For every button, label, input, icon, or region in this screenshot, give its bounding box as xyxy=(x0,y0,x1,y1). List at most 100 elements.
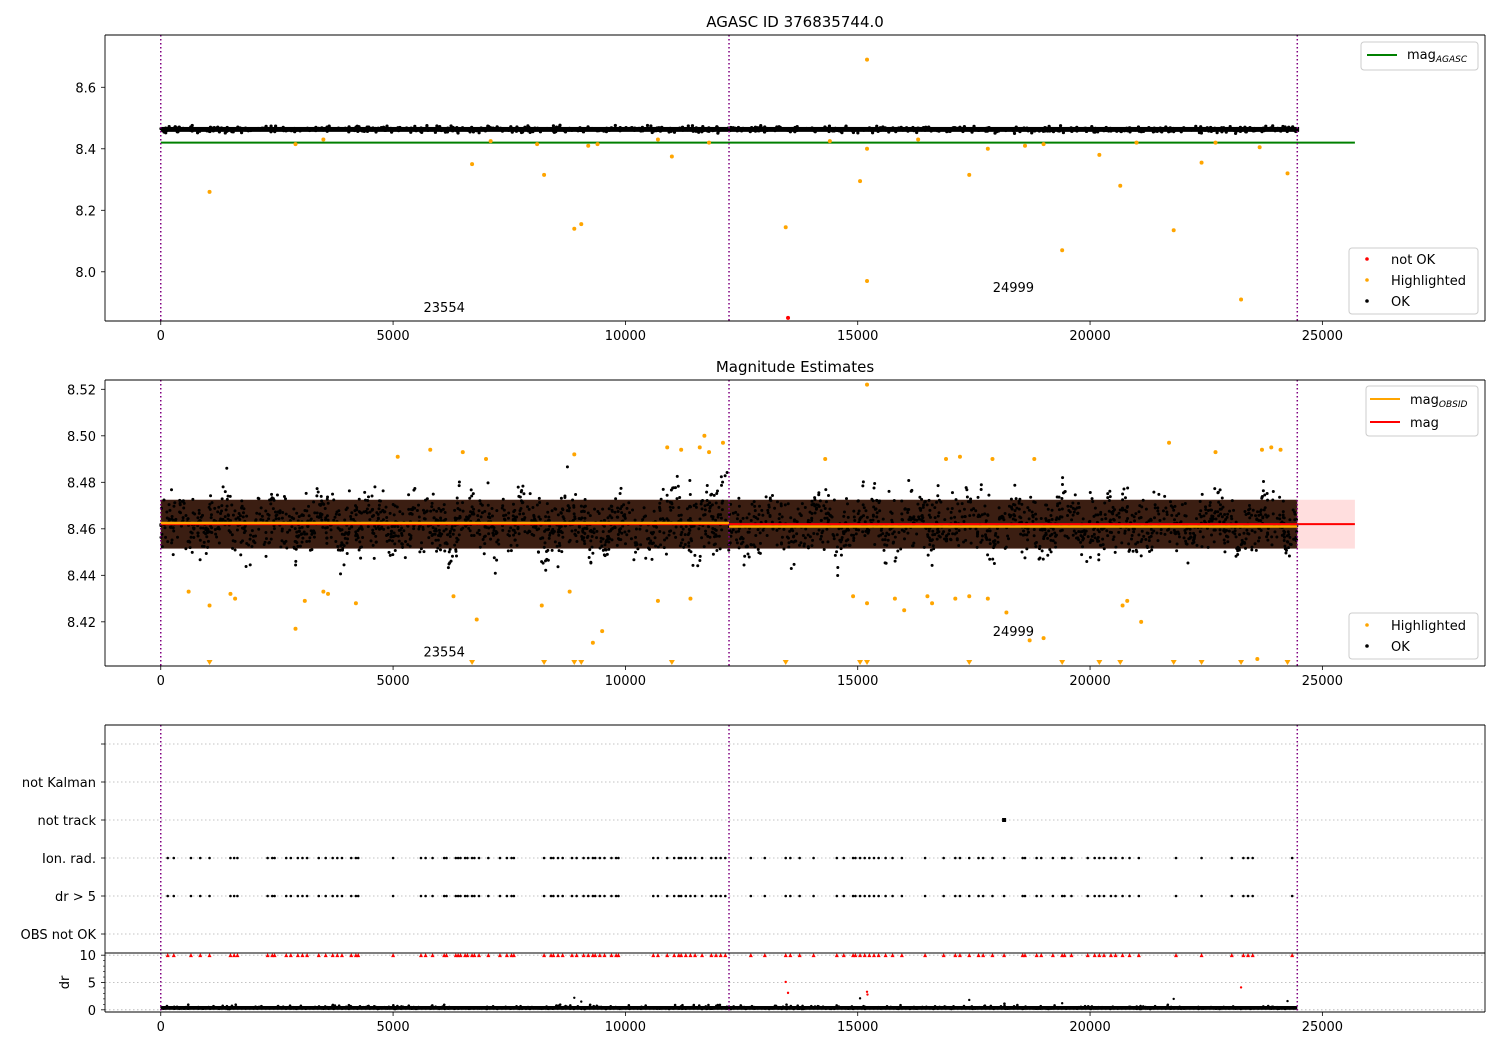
ok-point xyxy=(1076,511,1080,515)
ok-point xyxy=(365,129,370,133)
ok-point xyxy=(622,514,626,518)
ok-point xyxy=(392,535,396,539)
ok-point xyxy=(712,128,716,132)
highlighted-point xyxy=(186,589,191,594)
dr-point xyxy=(944,1005,948,1009)
highlighted-below-marker xyxy=(541,660,548,665)
ok-point xyxy=(893,559,897,563)
ok-point xyxy=(611,127,615,131)
flag-point xyxy=(684,856,688,860)
ok-point xyxy=(1111,538,1115,542)
ok-point xyxy=(870,131,875,135)
flag-point xyxy=(1102,856,1106,860)
ok-point xyxy=(590,126,594,131)
ok-point xyxy=(541,128,546,132)
ok-point xyxy=(506,533,510,537)
ok-point xyxy=(588,548,592,552)
ok-point xyxy=(603,543,607,547)
ok-point xyxy=(655,525,659,529)
dr-point xyxy=(707,1003,710,1007)
ok-point xyxy=(1144,537,1148,541)
ok-point xyxy=(925,503,929,507)
ok-point xyxy=(661,487,665,491)
ok-point xyxy=(780,535,784,539)
ok-point xyxy=(429,509,433,513)
ok-point xyxy=(936,484,940,488)
ok-point xyxy=(518,495,522,499)
flag-point xyxy=(672,856,676,860)
ok-point xyxy=(320,499,324,503)
dr-point xyxy=(524,1007,528,1010)
dr-point xyxy=(1239,1007,1242,1011)
ok-point xyxy=(261,126,265,130)
x-tick-label: 10000 xyxy=(605,674,646,689)
ok-point xyxy=(269,502,273,506)
flag-point xyxy=(1137,856,1141,860)
ok-point xyxy=(675,497,679,501)
ok-point xyxy=(694,129,698,133)
dr-clipped-marker xyxy=(788,953,793,958)
ok-point xyxy=(1130,513,1134,517)
ok-point xyxy=(332,498,336,502)
dr-clipped-marker xyxy=(957,953,962,958)
dr-point xyxy=(955,1006,959,1010)
ok-point xyxy=(906,531,910,535)
flag-point xyxy=(354,856,358,860)
dr-clipped-marker xyxy=(444,953,449,958)
ok-point xyxy=(687,531,691,535)
ok-point xyxy=(851,130,856,135)
ok-point xyxy=(1204,511,1208,515)
ok-point xyxy=(1167,128,1172,133)
ok-point xyxy=(1216,510,1220,514)
dr-point xyxy=(699,1006,702,1009)
ok-point xyxy=(634,535,638,539)
highlighted-point xyxy=(865,382,870,387)
ok-point xyxy=(1165,510,1169,514)
ok-point xyxy=(822,504,826,508)
ok-point xyxy=(815,532,819,536)
ok-point xyxy=(775,543,779,547)
dr-clipped-marker xyxy=(700,953,705,958)
ok-point xyxy=(436,538,440,542)
ok-point xyxy=(1243,546,1247,550)
dr-point xyxy=(889,1005,893,1009)
dr-clipped-marker xyxy=(207,953,212,958)
dr-clipped-marker xyxy=(616,953,621,958)
ok-point xyxy=(308,536,312,540)
ok-point xyxy=(443,511,447,515)
ok-point xyxy=(753,509,757,513)
flag-point xyxy=(854,894,857,898)
dr-point xyxy=(780,1007,784,1011)
ok-point xyxy=(312,535,316,539)
ok-point xyxy=(1177,535,1181,539)
ok-point xyxy=(620,531,624,535)
ok-point xyxy=(1051,539,1055,543)
ok-point xyxy=(1250,513,1254,517)
ok-point xyxy=(1067,127,1072,132)
ok-point xyxy=(437,506,441,510)
dr-point xyxy=(977,1005,981,1009)
ok-point xyxy=(792,562,796,566)
ok-point xyxy=(439,128,443,133)
ok-point xyxy=(949,537,953,541)
ok-point xyxy=(735,541,739,545)
ok-point xyxy=(770,494,774,498)
ok-point xyxy=(171,526,175,530)
dr-point xyxy=(501,1006,505,1009)
ok-point xyxy=(729,502,733,506)
flag-point xyxy=(419,894,423,898)
ok-point xyxy=(759,123,763,128)
flag-point xyxy=(884,894,887,898)
ok-point xyxy=(1276,126,1280,130)
dr-point xyxy=(952,1005,955,1008)
ok-point xyxy=(699,502,703,506)
dr-point xyxy=(347,1003,351,1007)
ok-point xyxy=(1115,513,1119,517)
ok-point xyxy=(964,538,968,542)
ok-point xyxy=(806,545,810,549)
ok-point xyxy=(662,518,666,522)
ok-point xyxy=(1041,557,1045,561)
ok-point xyxy=(1150,548,1154,552)
highlighted-point xyxy=(957,454,962,459)
highlighted-point xyxy=(542,172,547,177)
